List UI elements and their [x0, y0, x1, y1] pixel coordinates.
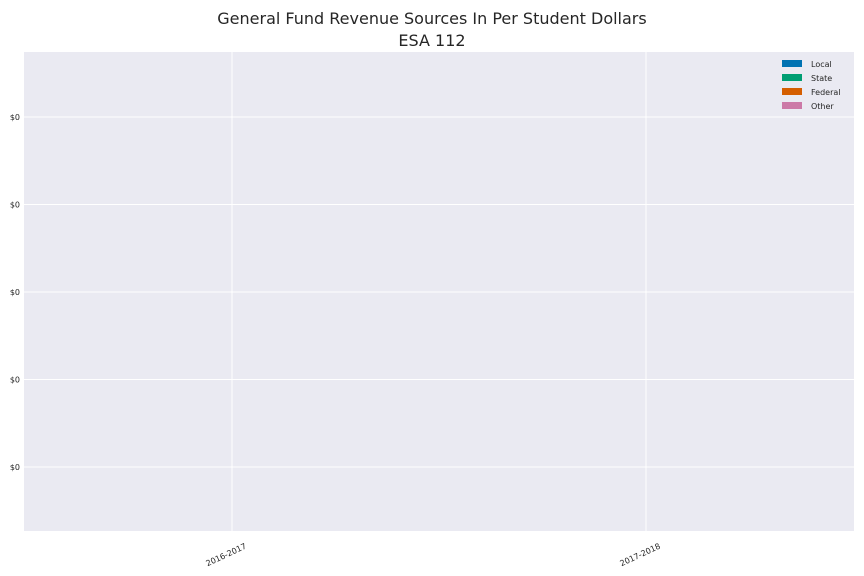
legend: Local State Federal Other — [782, 60, 841, 111]
y-tick-label: $0 — [10, 113, 20, 122]
legend-swatch-federal — [782, 88, 802, 95]
x-tick-label: 2017-2018 — [619, 542, 662, 569]
y-tick-label: $0 — [10, 201, 20, 210]
legend-swatch-other — [782, 102, 802, 109]
legend-label-federal: Federal — [811, 88, 841, 97]
x-axis-ticks: 2016-2017 2017-2018 — [205, 542, 662, 569]
y-tick-label: $0 — [10, 376, 20, 385]
legend-label-state: State — [811, 74, 832, 83]
y-tick-label: $0 — [10, 288, 20, 297]
chart-subtitle: ESA 112 — [398, 31, 466, 50]
chart-title: General Fund Revenue Sources In Per Stud… — [217, 9, 647, 28]
gridlines — [24, 52, 854, 531]
y-tick-label: $0 — [10, 463, 20, 472]
x-tick-label: 2016-2017 — [205, 542, 248, 569]
y-axis-ticks: $0 $0 $0 $0 $0 — [10, 113, 20, 472]
legend-swatch-state — [782, 74, 802, 81]
legend-label-local: Local — [811, 60, 832, 69]
legend-label-other: Other — [811, 102, 834, 111]
legend-swatch-local — [782, 60, 802, 67]
